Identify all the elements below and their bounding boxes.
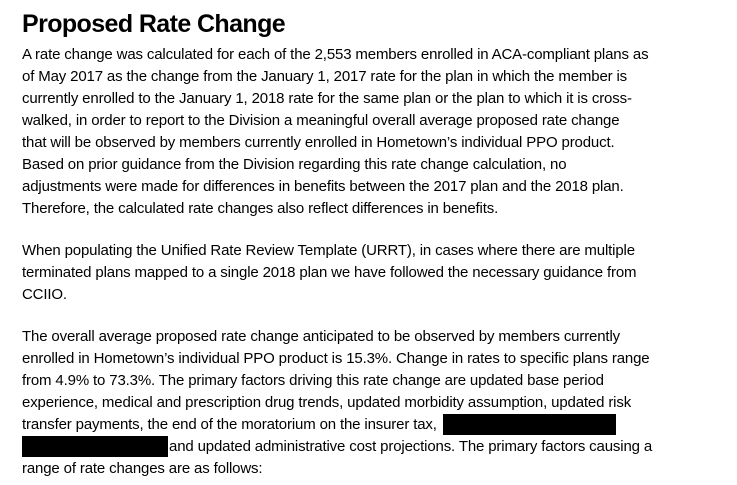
text-line-with-redaction: transfer payments, the end of the morato…	[22, 413, 717, 436]
text-line: that will be observed by members current…	[22, 134, 615, 151]
text-line: of May 2017 as the change from the Janua…	[22, 68, 628, 85]
text-line: When populating the Unified Rate Review …	[22, 242, 635, 259]
text-line: CCIIO.	[22, 286, 67, 303]
redaction-bar	[22, 435, 168, 457]
text-line: enrolled in Hometown’s individual PPO pr…	[22, 350, 650, 367]
text-segment: transfer payments, the end of the morato…	[22, 416, 437, 433]
text-line: terminated plans mapped to a single 2018…	[22, 264, 637, 281]
text-line: range of rate changes are as follows:	[22, 460, 263, 477]
text-line: from 4.9% to 73.3%. The primary factors …	[22, 372, 604, 389]
text-line: walked, in order to report to the Divisi…	[22, 112, 620, 129]
text-line: Therefore, the calculated rate changes a…	[22, 200, 499, 217]
text-line-with-redaction: and updated administrative cost projecti…	[22, 435, 717, 458]
paragraph-overall-average: The overall average proposed rate change…	[22, 326, 717, 480]
redaction-bar	[442, 413, 616, 435]
page-title: Proposed Rate Change	[22, 10, 286, 38]
paragraph-urrt: When populating the Unified Rate Review …	[22, 240, 717, 306]
text-line: The overall average proposed rate change…	[22, 328, 620, 345]
text-segment: and updated administrative cost projecti…	[169, 438, 653, 455]
text-line: currently enrolled to the January 1, 201…	[22, 90, 632, 107]
text-line: experience, medical and prescription dru…	[22, 394, 632, 411]
text-line: adjustments were made for differences in…	[22, 178, 624, 195]
text-line: Based on prior guidance from the Divisio…	[22, 156, 567, 173]
paragraph-rate-change-calc: A rate change was calculated for each of…	[22, 44, 717, 220]
text-line: A rate change was calculated for each of…	[22, 46, 649, 63]
